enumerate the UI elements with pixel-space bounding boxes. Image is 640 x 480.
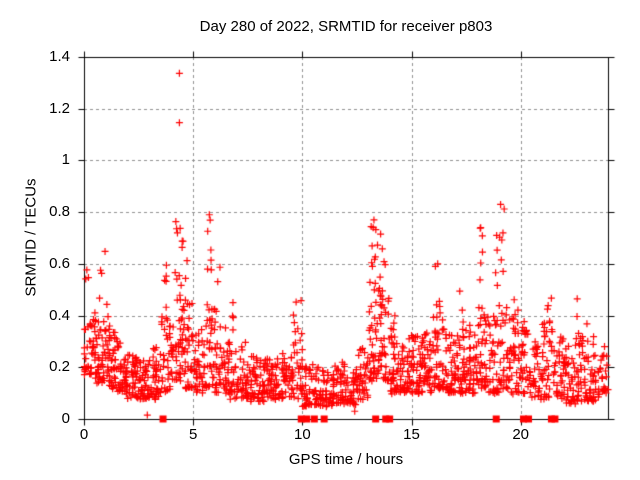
y-tick-label: 0.2 <box>49 358 70 376</box>
y-tick-label: 1.2 <box>49 99 70 117</box>
y-tick-label: 1.4 <box>49 48 70 65</box>
y-tick-label: 0.6 <box>49 254 70 272</box>
y-tick-label: 0.4 <box>49 306 70 324</box>
chart-title: Day 280 of 2022, SRMTID for receiver p80… <box>199 18 493 35</box>
x-tick-label: 15 <box>403 426 420 443</box>
y-tick-label: 0.8 <box>49 203 70 221</box>
x-axis-title: GPS time / hours <box>288 451 404 468</box>
x-tick-label: 0 <box>79 426 89 443</box>
y-tick-label: 1 <box>61 151 70 169</box>
x-tick-label: 5 <box>188 426 198 443</box>
x-tick-label: 20 <box>512 426 529 443</box>
x-tick-label: 10 <box>293 426 311 443</box>
y-tick-label: 0 <box>61 410 70 427</box>
